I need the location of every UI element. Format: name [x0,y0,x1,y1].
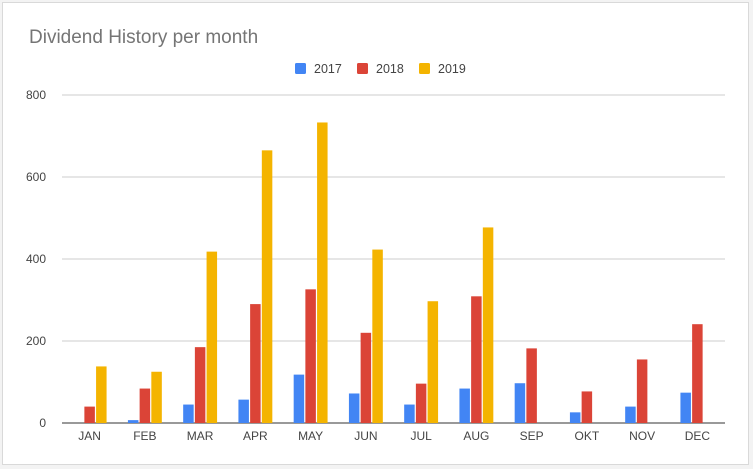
x-tick-label: DEC [685,429,711,443]
bar-2017-may [293,374,305,423]
bar-2017-mar [183,404,194,423]
bar-2018-aug [471,296,482,423]
legend-label-2018: 2018 [376,62,404,76]
x-tick-label: JUL [410,429,432,443]
bar-2017-jul [404,404,415,423]
bar-2017-sep [514,383,526,423]
bar-2019-mar [206,251,218,423]
y-tick-label: 0 [39,416,46,430]
bar-2018-jul [415,383,427,423]
bar-2018-jun [360,332,372,423]
x-tick-label: JUN [354,429,377,443]
bar-2017-nov [625,406,636,423]
x-tick-label: AUG [463,429,489,443]
bar-2017-jun [348,393,360,423]
bar-2018-feb [139,388,151,423]
bar-2018-apr [250,304,261,423]
bar-2018-may [305,289,316,423]
bar-2019-jul [427,301,439,423]
bar-2019-jun [372,249,383,423]
chart-title: Dividend History per month [29,27,259,48]
bar-2018-okt [581,391,593,423]
bar-2017-dec [680,392,691,423]
x-tick-label: JAN [78,429,101,443]
bar-2018-mar [194,347,206,423]
x-tick-label: MAY [298,429,323,443]
bar-2018-jan [84,406,95,423]
bar-2017-aug [459,388,470,423]
bar-2018-nov [636,359,648,423]
x-tick-label: FEB [133,429,156,443]
x-tick-label: MAR [187,429,214,443]
bar-2017-apr [238,399,249,423]
legend-swatch-2018 [357,63,368,74]
bar-2019-may [317,122,328,423]
bar-2019-feb [151,371,162,423]
legend-swatch-2017 [295,63,306,74]
x-tick-label: NOV [629,429,655,443]
bar-2017-okt [569,412,581,423]
y-tick-label: 800 [26,88,46,102]
y-tick-label: 400 [26,252,46,266]
legend-label-2017: 2017 [314,62,342,76]
bar-2019-aug [482,227,494,423]
bar-2018-dec [692,324,703,423]
x-tick-label: SEP [520,429,544,443]
y-tick-label: 600 [26,170,46,184]
bar-2018-sep [526,348,537,423]
bar-2019-apr [261,150,273,423]
y-tick-label: 200 [26,334,46,348]
legend-label-2019: 2019 [438,62,466,76]
bar-2017-feb [127,420,139,423]
x-tick-label: APR [243,429,268,443]
legend-swatch-2019 [419,63,430,74]
bar-2019-jan [96,366,107,423]
x-tick-label: OKT [575,429,600,443]
